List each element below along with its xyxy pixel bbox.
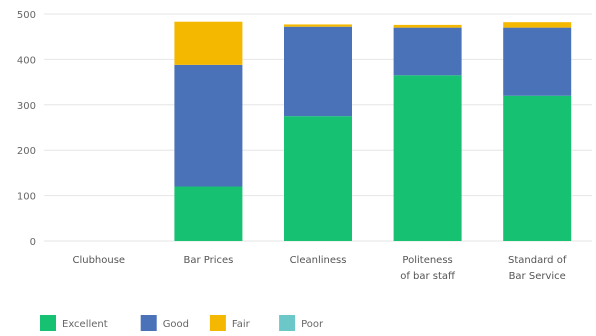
bar-good-3 <box>393 27 462 76</box>
bar-fair-4 <box>503 22 572 28</box>
bar-excellent-3 <box>393 75 462 241</box>
bar-fair-2 <box>284 24 352 27</box>
bar-good-4 <box>503 27 572 96</box>
bar-fair-3 <box>393 24 462 28</box>
legend-swatch-fair <box>209 315 226 331</box>
y-tick-label-0: 0 <box>30 237 36 248</box>
legend-swatch-poor <box>279 315 296 331</box>
bars <box>174 21 572 241</box>
legend-label-good: Good <box>163 319 189 330</box>
y-tick-label-300: 300 <box>17 101 36 112</box>
category-label-2: Cleanliness <box>290 255 347 266</box>
y-axis-ticks: 0 100 200 300 400 500 <box>17 10 36 248</box>
y-tick-label-500: 500 <box>17 10 36 21</box>
bar-good-1 <box>174 64 243 187</box>
bar-fair-1 <box>174 21 243 65</box>
bar-excellent-4 <box>503 95 572 241</box>
legend: Excellent Good Fair Poor <box>40 315 324 331</box>
bar-excellent-2 <box>284 116 352 241</box>
category-labels: Clubhouse Bar Prices Cleanliness Politeness… <box>72 255 566 282</box>
legend-label-poor: Poor <box>301 319 324 330</box>
category-label-3: Politeness of bar staff <box>400 255 456 282</box>
category-label-0: Clubhouse <box>72 255 125 266</box>
legend-label-fair: Fair <box>232 319 251 330</box>
bar-excellent-1 <box>174 186 243 241</box>
category-label-4: Standard of Bar Service <box>508 255 567 282</box>
y-tick-label-400: 400 <box>17 55 36 66</box>
legend-swatch-good <box>140 315 157 331</box>
y-tick-label-100: 100 <box>17 192 36 203</box>
category-label-1: Bar Prices <box>183 255 233 266</box>
y-tick-label-200: 200 <box>17 146 36 157</box>
bar-good-2 <box>284 26 352 117</box>
legend-label-excellent: Excellent <box>62 319 108 330</box>
legend-swatch-excellent <box>40 315 56 331</box>
